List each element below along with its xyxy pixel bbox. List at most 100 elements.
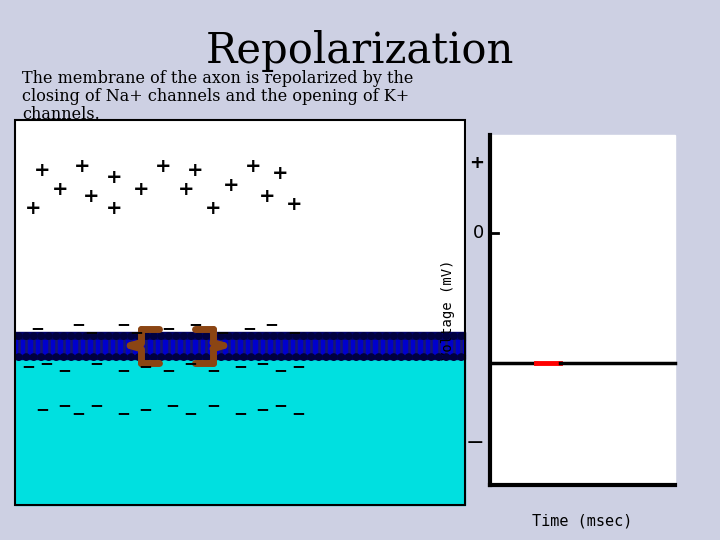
Circle shape: [353, 333, 359, 339]
Circle shape: [293, 354, 300, 360]
Text: −: −: [292, 403, 305, 422]
Circle shape: [38, 354, 45, 360]
Circle shape: [300, 333, 307, 339]
Circle shape: [158, 354, 164, 360]
Circle shape: [196, 354, 202, 360]
Circle shape: [16, 354, 22, 360]
Circle shape: [210, 333, 217, 339]
Circle shape: [113, 354, 120, 360]
Text: −: −: [264, 315, 279, 333]
Text: +: +: [222, 176, 239, 195]
Circle shape: [376, 333, 382, 339]
Circle shape: [263, 354, 269, 360]
Circle shape: [383, 333, 390, 339]
Text: +: +: [132, 180, 149, 199]
Circle shape: [286, 354, 292, 360]
Circle shape: [166, 333, 172, 339]
Circle shape: [53, 354, 60, 360]
Bar: [490, 135, 675, 485]
Text: −: −: [206, 361, 220, 379]
Circle shape: [330, 333, 337, 339]
Text: 0: 0: [473, 224, 484, 242]
Circle shape: [428, 333, 434, 339]
Circle shape: [113, 333, 120, 339]
Text: Repolarization: Repolarization: [206, 30, 514, 72]
Circle shape: [428, 354, 434, 360]
Circle shape: [98, 333, 104, 339]
Circle shape: [203, 354, 210, 360]
Circle shape: [330, 354, 337, 360]
Circle shape: [361, 333, 367, 339]
Circle shape: [181, 333, 187, 339]
Text: −: −: [233, 403, 247, 422]
Circle shape: [308, 333, 315, 339]
Text: +: +: [24, 199, 41, 218]
Text: The membrane of the axon is repolarized by the: The membrane of the axon is repolarized …: [22, 70, 413, 87]
Circle shape: [38, 333, 45, 339]
Text: +: +: [156, 157, 172, 176]
Circle shape: [60, 354, 67, 360]
Circle shape: [76, 333, 82, 339]
Circle shape: [233, 354, 240, 360]
Text: +: +: [272, 164, 289, 184]
Circle shape: [150, 333, 157, 339]
Text: +: +: [106, 199, 122, 218]
Text: +: +: [106, 168, 122, 187]
Circle shape: [181, 354, 187, 360]
Text: −: −: [274, 396, 287, 414]
Text: −: −: [116, 315, 130, 333]
Text: −: −: [138, 357, 153, 375]
Circle shape: [271, 333, 277, 339]
Circle shape: [390, 354, 397, 360]
Circle shape: [45, 354, 52, 360]
Circle shape: [436, 333, 442, 339]
Text: −: −: [89, 396, 103, 414]
Circle shape: [458, 333, 464, 339]
Text: Voltage (mV): Voltage (mV): [441, 260, 455, 360]
Circle shape: [135, 354, 142, 360]
Circle shape: [451, 354, 457, 360]
Circle shape: [398, 333, 405, 339]
Circle shape: [128, 354, 135, 360]
Circle shape: [413, 354, 420, 360]
Text: +: +: [74, 157, 91, 176]
Bar: [15, 340, 465, 355]
Text: +: +: [186, 160, 203, 179]
Text: −: −: [130, 323, 143, 341]
Circle shape: [30, 354, 37, 360]
Circle shape: [135, 333, 142, 339]
Circle shape: [120, 333, 127, 339]
Circle shape: [203, 333, 210, 339]
Circle shape: [188, 354, 194, 360]
Circle shape: [323, 333, 330, 339]
Circle shape: [451, 333, 457, 339]
Circle shape: [346, 333, 352, 339]
Circle shape: [338, 333, 344, 339]
Circle shape: [76, 354, 82, 360]
Circle shape: [23, 333, 30, 339]
Circle shape: [68, 333, 74, 339]
Circle shape: [271, 354, 277, 360]
Circle shape: [240, 333, 247, 339]
Circle shape: [368, 354, 374, 360]
Text: closing of Na+ channels and the opening of K+: closing of Na+ channels and the opening …: [22, 88, 409, 105]
Circle shape: [315, 354, 322, 360]
Circle shape: [91, 333, 97, 339]
Bar: [15, 355, 465, 359]
Text: −: −: [166, 396, 179, 414]
Text: −: −: [22, 357, 35, 375]
Circle shape: [248, 354, 254, 360]
Text: −: −: [184, 403, 197, 422]
Circle shape: [45, 333, 52, 339]
Circle shape: [128, 333, 135, 339]
Bar: [15, 120, 465, 332]
Circle shape: [143, 333, 150, 339]
Circle shape: [225, 333, 232, 339]
Circle shape: [315, 333, 322, 339]
Text: +: +: [178, 180, 194, 199]
Text: +: +: [204, 199, 221, 218]
Circle shape: [106, 333, 112, 339]
Circle shape: [376, 354, 382, 360]
Circle shape: [286, 333, 292, 339]
Circle shape: [458, 354, 464, 360]
